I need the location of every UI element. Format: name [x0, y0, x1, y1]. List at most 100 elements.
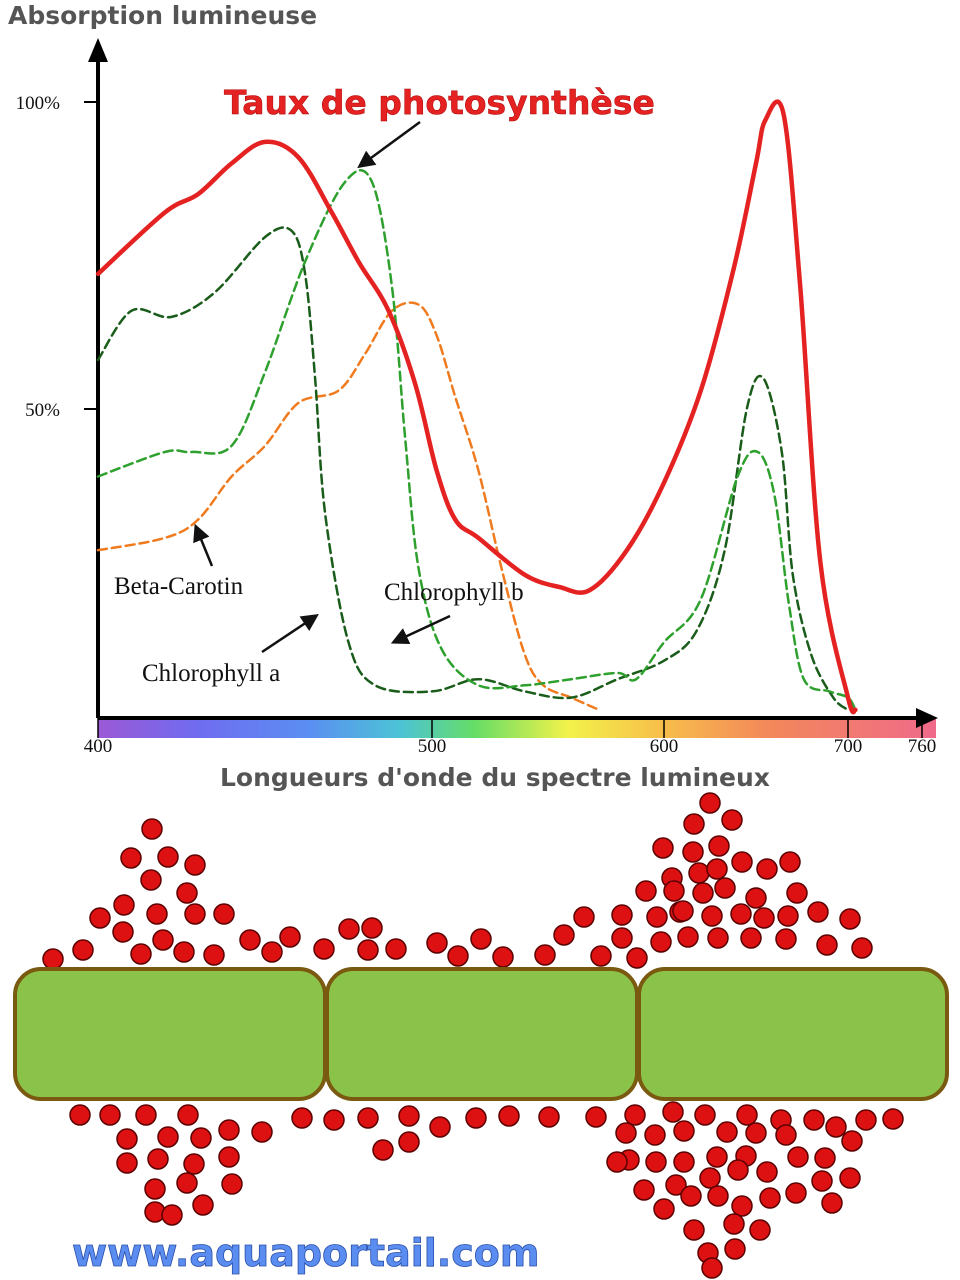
light-particle: [152, 929, 174, 951]
light-particle: [803, 1109, 825, 1131]
light-particle: [785, 1182, 807, 1204]
light-particle: [775, 928, 797, 950]
photosynthesis-label: Taux de photosynthèse: [224, 83, 655, 122]
light-particle: [707, 927, 729, 949]
light-particle: [777, 905, 799, 927]
light-particle: [706, 1146, 728, 1168]
light-particle: [372, 1139, 394, 1161]
chlorophyll-b-label: Chlorophyll b: [384, 579, 524, 606]
light-particle: [839, 908, 861, 930]
light-particle: [72, 939, 94, 961]
chlorophyll-b-arrow: [390, 614, 451, 645]
light-particle: [756, 1161, 778, 1183]
light-particle: [626, 947, 648, 969]
website-link[interactable]: www.aquaportail.com: [72, 1231, 540, 1276]
light-particle: [112, 921, 134, 943]
light-particle: [130, 943, 152, 965]
light-particle: [644, 1124, 666, 1146]
light-particle: [756, 858, 778, 880]
light-particle: [723, 1213, 745, 1235]
light-particle: [653, 1198, 675, 1220]
light-particle: [338, 918, 360, 940]
light-particle: [821, 1192, 843, 1214]
x-axis-title: Longueurs d'onde du spectre lumineux: [220, 763, 770, 792]
x-tick-label: 400: [84, 736, 113, 757]
light-particle: [135, 1104, 157, 1126]
light-particle: [753, 907, 775, 929]
light-particle: [779, 851, 801, 873]
light-particle: [745, 1122, 767, 1144]
light-particle: [398, 1131, 420, 1153]
light-particle: [662, 1101, 684, 1123]
light-particle: [825, 1116, 847, 1138]
light-particle: [633, 1179, 655, 1201]
light-particle: [701, 1257, 723, 1279]
light-particle: [161, 1204, 183, 1226]
y-tick-label: 50%: [25, 400, 60, 421]
light-particle: [141, 818, 163, 840]
light-particle: [811, 1170, 833, 1192]
light-particle: [727, 1159, 749, 1181]
light-particle: [694, 1104, 716, 1126]
light-particle: [553, 924, 575, 946]
light-particle: [116, 1128, 138, 1150]
light-particle: [492, 946, 514, 968]
light-particle: [699, 792, 721, 814]
light-particle: [221, 1173, 243, 1195]
light-particle: [692, 882, 714, 904]
light-particle: [176, 882, 198, 904]
series-line-chlorophyll-b: [96, 169, 857, 712]
y-axis-title: Absorption lumineuse: [8, 1, 317, 30]
light-particle: [706, 858, 728, 880]
light-particle: [882, 1108, 904, 1130]
light-particle: [707, 1185, 729, 1207]
light-particle: [190, 1127, 212, 1149]
light-particle: [538, 1106, 560, 1128]
light-particle: [184, 854, 206, 876]
light-particle: [323, 1109, 345, 1131]
light-particle: [357, 1107, 379, 1129]
series-line-beta-carotin: [96, 301, 601, 712]
light-particle: [69, 1104, 91, 1126]
light-particle: [99, 1104, 121, 1126]
chlorophyll-a-arrow: [261, 614, 319, 654]
x-tick-label: 600: [650, 736, 679, 757]
series-line-taux-de-photosynth-se: [95, 99, 858, 715]
light-particle: [291, 1107, 313, 1129]
light-particle: [611, 904, 633, 926]
leaf-segment: [325, 967, 639, 1101]
light-particle: [775, 1124, 797, 1146]
light-particle: [759, 1187, 781, 1209]
light-particle: [736, 1104, 758, 1126]
light-particle: [814, 1147, 836, 1169]
light-particle: [140, 869, 162, 891]
light-particle: [745, 887, 767, 909]
particle-group: [42, 792, 904, 1279]
light-particle: [261, 941, 283, 963]
light-particle: [855, 1109, 877, 1131]
light-particle: [683, 1219, 705, 1241]
light-particle: [730, 903, 752, 925]
light-particle: [672, 900, 694, 922]
light-particle: [239, 929, 261, 951]
light-particle: [701, 905, 723, 927]
chlorophyll-a-label: Chlorophyll a: [142, 660, 280, 687]
light-particle: [673, 1120, 695, 1142]
light-particle: [426, 932, 448, 954]
light-particle: [683, 813, 705, 835]
light-particle: [218, 1119, 240, 1141]
light-particle: [157, 846, 179, 868]
series-line-chlorophyll-a: [96, 226, 850, 712]
light-particle: [680, 1185, 702, 1207]
light-particle: [677, 926, 699, 948]
light-particle: [147, 1148, 169, 1170]
light-particle: [786, 882, 808, 904]
light-particle: [177, 1104, 199, 1126]
light-particle: [251, 1121, 273, 1143]
light-particle: [447, 945, 469, 967]
light-particle: [611, 927, 633, 949]
light-particle: [606, 1151, 628, 1173]
beta-carotin-label: Beta-Carotin: [114, 573, 244, 600]
light-particle: [645, 1151, 667, 1173]
